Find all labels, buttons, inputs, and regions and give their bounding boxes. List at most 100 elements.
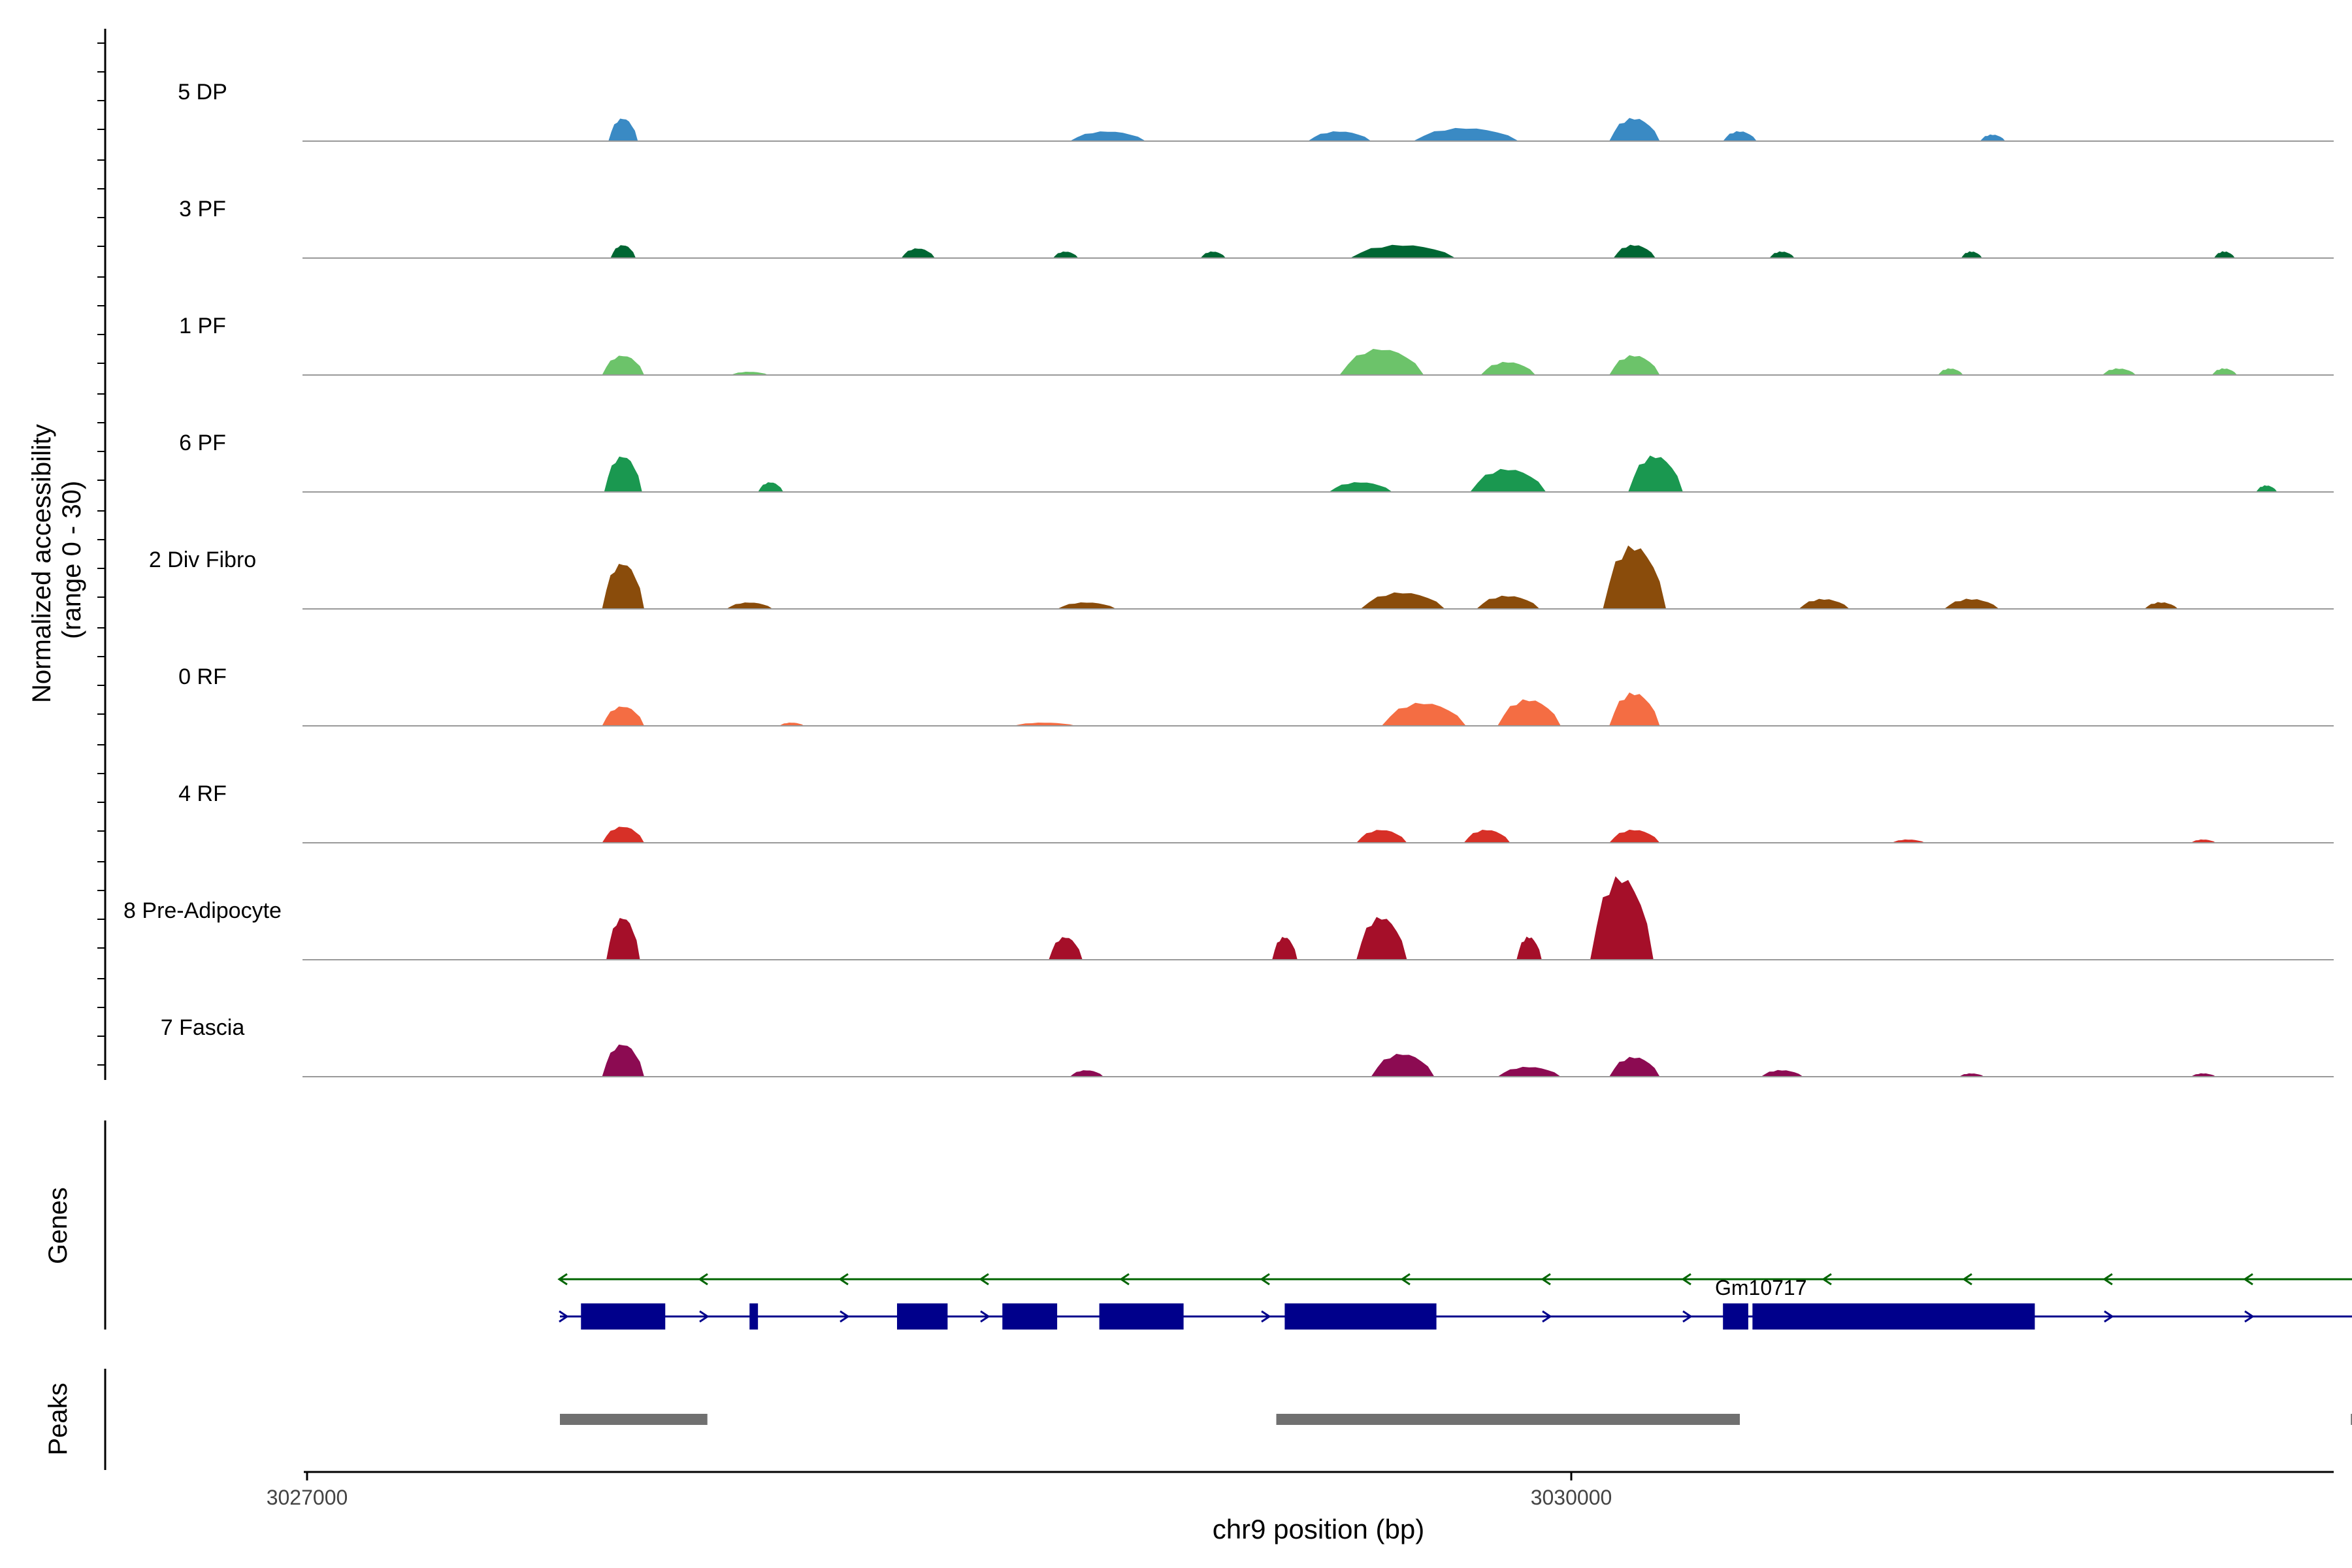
peaks-panel-label: Peaks: [44, 1382, 73, 1455]
coverage-peak: [1470, 468, 1546, 492]
peak-region: [1276, 1414, 1740, 1425]
strand-arrow: [1681, 1273, 1691, 1286]
coverage-peak: [1053, 252, 1079, 258]
coverage-peak: [1497, 699, 1561, 726]
coverage-peak: [1609, 829, 1660, 843]
track-4-rf: 4 RF: [178, 781, 2334, 843]
coverage-peak: [1013, 723, 1077, 726]
y-axis-label: Normalized accessibility (range 0 - 30): [27, 417, 86, 703]
coverage-peak: [1413, 127, 1519, 141]
strand-arrow: [698, 1273, 708, 1286]
coverage-peak: [1938, 368, 1963, 375]
track-5-dp: 5 DP: [178, 80, 2334, 142]
coverage-peak: [1480, 361, 1536, 375]
track-label: 1 PF: [179, 314, 226, 338]
track-0-rf: 0 RF: [178, 664, 2334, 727]
x-axis-ticks: 30270003030000303300030360003039000: [267, 1472, 1612, 1509]
strand-arrow: [838, 1273, 849, 1286]
coverage-peak: [1609, 1056, 1660, 1077]
peak-regions: [560, 1414, 2352, 1425]
x-tick-label: 3030000: [1531, 1486, 1612, 1509]
y-axis-label-line2: (range 0 - 30): [57, 481, 86, 639]
strand-arrow: [2243, 1273, 2253, 1286]
gene-models: Gm10715Gm17535Gm26870Gm10717: [557, 1273, 2352, 1330]
coverage-peak: [1463, 830, 1511, 843]
track-2-div-fibro: 2 Div Fibro: [149, 545, 2334, 610]
coverage-peak: [602, 355, 644, 375]
strand-arrow: [2244, 1310, 2255, 1323]
coverage-peak: [1980, 134, 2006, 141]
strand-arrow: [699, 1310, 710, 1323]
genes-panel: Genes Gm10715Gm17535Gm26870Gm10717: [44, 1120, 2352, 1330]
track-8-pre-adipocyte: 8 Pre-Adipocyte: [123, 876, 2334, 960]
coverage-peak: [602, 564, 644, 609]
track-1-pf: 1 PF: [179, 314, 2334, 376]
track-label: 2 Div Fibro: [149, 547, 256, 572]
coverage-peak: [1609, 692, 1660, 726]
coverage-peak: [1891, 839, 1925, 843]
exon: [581, 1303, 666, 1330]
strand-arrow: [1260, 1273, 1270, 1286]
coverage-peak: [1799, 598, 1850, 609]
x-axis: 30270003030000303300030360003039000 chr9…: [267, 1471, 2334, 1544]
coverage-peak: [1200, 251, 1226, 258]
y-axis-label-line1: Normalized accessibility: [27, 424, 56, 703]
coverage-peak: [1603, 545, 1667, 609]
track-7-fascia: 7 Fascia: [161, 1015, 2334, 1077]
coverage-peak: [1961, 251, 1982, 258]
gene-gm26870: Gm26870: [557, 1273, 2352, 1286]
coverage-peak: [602, 706, 644, 726]
coverage-peak: [610, 245, 636, 258]
coverage-peak: [1476, 595, 1540, 609]
coverage-peak: [1959, 1073, 1985, 1077]
coverage-peak: [1609, 355, 1660, 375]
coverage-peak: [1590, 876, 1654, 960]
coverage-peak: [1613, 244, 1656, 258]
track-3-pf: 3 PF: [179, 197, 2334, 259]
coverage-tracks: 5 DP 3 PF 1 PF 6 PF 2 Div Fibro 0 RF 4 RF 8 Pre…: [123, 80, 2334, 1077]
exon: [1099, 1303, 1184, 1330]
strand-arrow: [1261, 1310, 1271, 1323]
strand-arrow: [1542, 1310, 1552, 1323]
coverage-peak: [1944, 598, 1999, 609]
track-label: 8 Pre-Adipocyte: [123, 898, 282, 923]
peak-region: [2351, 1414, 2352, 1425]
track-label: 6 PF: [179, 431, 226, 455]
coverage-peak: [1057, 602, 1117, 609]
coverage-y-ticks: [97, 42, 105, 1066]
coverage-peak: [602, 1044, 644, 1077]
track-label: 3 PF: [179, 197, 226, 221]
coverage-peak: [1723, 131, 1757, 141]
coverage-panel: 5 DP 3 PF 1 PF 6 PF 2 Div Fibro 0 RF 4 RF 8 Pre…: [27, 29, 2334, 1080]
coverage-peak: [730, 372, 769, 375]
strand-arrow: [2102, 1273, 2113, 1286]
strand-arrow: [840, 1310, 850, 1323]
track-label: 5 DP: [178, 80, 227, 105]
coverage-peak: [1360, 592, 1445, 609]
coverage-peak: [2256, 485, 2278, 492]
strand-arrow: [1682, 1310, 1693, 1323]
coverage-peak: [1339, 349, 1424, 375]
coverage-peak: [1307, 131, 1371, 141]
coverage-peak: [606, 918, 640, 960]
coverage-peak: [1497, 1066, 1561, 1077]
track-label: 4 RF: [178, 781, 227, 806]
coverage-peak: [1769, 251, 1795, 258]
coverage-peak: [1049, 937, 1083, 960]
coverage-peak: [602, 826, 644, 843]
strand-arrow: [2104, 1310, 2114, 1323]
coverage-peak: [2144, 602, 2178, 609]
strand-arrow: [980, 1310, 990, 1323]
coverage-peak: [901, 248, 935, 258]
exon: [749, 1303, 759, 1330]
strand-arrow: [1962, 1273, 1972, 1286]
coverage-peak: [2191, 1073, 2216, 1077]
peaks-panel: Peaks: [44, 1369, 2352, 1470]
coverage-peak: [604, 456, 642, 492]
coverage-peak: [608, 118, 638, 141]
track-label: 7 Fascia: [161, 1015, 245, 1040]
coverage-peak: [1628, 455, 1683, 492]
coverage-peak: [1070, 1070, 1103, 1077]
coverage-peak: [1761, 1070, 1803, 1077]
